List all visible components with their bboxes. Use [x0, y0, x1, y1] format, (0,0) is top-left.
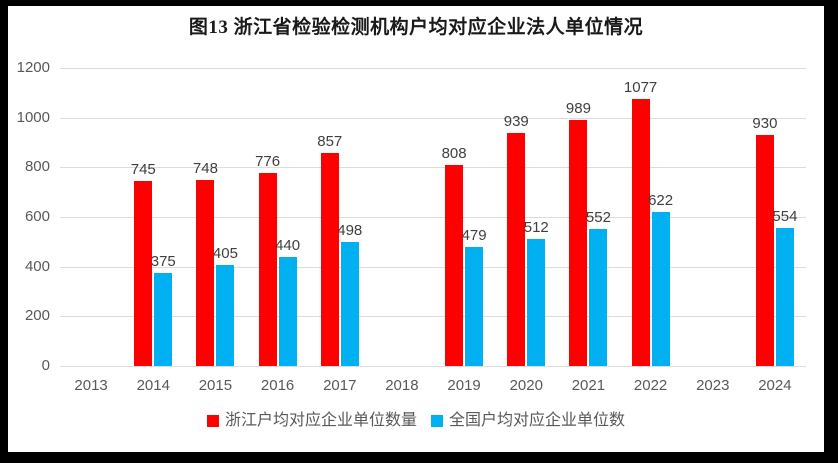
bar-label-national-2020: 512 — [523, 218, 549, 236]
bar-zhejiang-2024 — [755, 135, 774, 366]
gridline — [60, 68, 806, 69]
bar-label-national-2019: 479 — [461, 227, 487, 245]
bar-zhejiang-2021 — [569, 120, 588, 366]
legend-label-zhejiang: 浙江户均对应企业单位数量 — [224, 412, 417, 429]
gridline — [60, 167, 806, 169]
chart-canvas: 图13 浙江省检验检测机构户均对应企业法人单位情况 0 200 400 600 800 1… — [8, 6, 824, 452]
x-axis-tick-2021: 2021 — [571, 377, 606, 394]
bar-label-zhejiang-2016: 776 — [255, 153, 281, 171]
y-axis-tick-label: 1000 — [16, 108, 50, 126]
gridline — [60, 266, 806, 268]
gridline — [60, 117, 806, 119]
y-axis-tick-label: 600 — [24, 208, 50, 225]
y-axis-tick-label: 1200 — [16, 59, 50, 76]
bar-national-2016 — [278, 256, 297, 366]
bar-zhejiang-2020 — [507, 132, 526, 366]
gridline — [60, 217, 806, 218]
bar-national-2017 — [340, 242, 359, 366]
legend-marker-zhejiang — [206, 415, 219, 427]
legend-item-national: 全国户均对应企业单位数 — [431, 411, 625, 431]
bar-national-2022 — [651, 211, 670, 366]
bar-label-zhejiang-2017: 857 — [317, 133, 343, 151]
bar-label-zhejiang-2021: 989 — [565, 100, 591, 118]
y-axis-tick-label: 0 — [41, 357, 50, 374]
bar-label-zhejiang-2020: 939 — [503, 112, 529, 130]
bar-national-2024 — [775, 228, 794, 366]
bar-zhejiang-2019 — [445, 165, 464, 366]
bar-label-national-2016: 440 — [275, 236, 301, 254]
x-axis-tick-2019: 2019 — [447, 377, 481, 394]
bar-label-zhejiang-2014: 745 — [130, 160, 156, 178]
bar-label-zhejiang-2022: 1077 — [623, 78, 658, 96]
bar-label-zhejiang-2024: 930 — [752, 115, 778, 133]
bar-national-2015 — [216, 265, 235, 366]
x-axis-tick-2023: 2023 — [696, 377, 730, 394]
bar-national-2021 — [589, 228, 608, 366]
bar-label-zhejiang-2019: 808 — [441, 145, 467, 163]
bar-label-national-2024: 554 — [772, 208, 798, 226]
x-axis-tick-2015: 2015 — [198, 377, 233, 394]
y-axis-tick-label: 200 — [24, 307, 50, 325]
bar-label-national-2015: 405 — [212, 245, 238, 263]
legend-label-national: 全国户均对应企业单位数 — [449, 412, 626, 429]
bar-label-national-2022: 622 — [648, 191, 674, 209]
bar-national-2020 — [527, 238, 546, 366]
x-axis-tick-2022: 2022 — [633, 377, 668, 394]
x-axis-tick-2018: 2018 — [385, 377, 419, 394]
y-axis-tick-label: 400 — [24, 257, 50, 275]
bar-zhejiang-2014 — [134, 180, 153, 366]
x-axis-tick-2017: 2017 — [323, 377, 357, 394]
legend-item-zhejiang: 浙江户均对应企业单位数量 — [206, 411, 417, 431]
bar-label-national-2021: 552 — [585, 208, 611, 226]
bar-label-national-2017: 498 — [337, 222, 363, 240]
legend: 浙江户均对应企业单位数量 全国户均对应企业单位数 — [8, 411, 824, 431]
gridline — [60, 366, 806, 367]
bar-zhejiang-2016 — [258, 173, 277, 366]
x-axis-tick-2013: 2013 — [74, 377, 108, 394]
bar-zhejiang-2017 — [320, 153, 339, 366]
chart-title: 图13 浙江省检验检测机构户均对应企业法人单位情况 — [188, 17, 644, 38]
bar-zhejiang-2015 — [196, 180, 215, 366]
bar-national-2019 — [465, 247, 484, 366]
x-axis-tick-2024: 2024 — [758, 377, 792, 394]
gridline — [60, 316, 806, 318]
bar-label-national-2014: 375 — [150, 252, 176, 270]
x-axis-tick-2014: 2014 — [136, 377, 170, 394]
x-axis-tick-2020: 2020 — [509, 377, 543, 394]
legend-marker-national — [431, 415, 443, 427]
bar-label-zhejiang-2015: 748 — [192, 160, 218, 178]
bar-zhejiang-2022 — [631, 98, 650, 366]
bar-national-2014 — [154, 272, 173, 366]
y-axis-tick-label: 800 — [24, 158, 50, 176]
x-axis-tick-2016: 2016 — [260, 377, 295, 394]
